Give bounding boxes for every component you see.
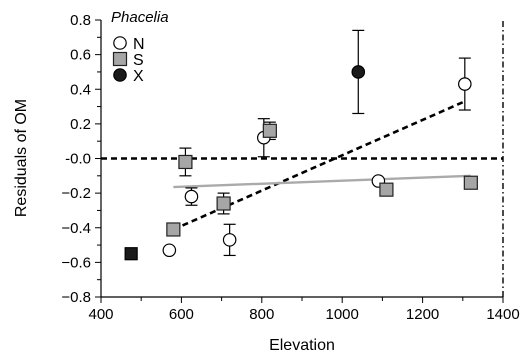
legend: Phacelia NSX	[111, 9, 169, 85]
x-tick-label: 400	[88, 306, 113, 323]
y-tick-label: −0.2	[61, 185, 91, 202]
y-tick-label: 0.6	[70, 47, 91, 64]
point-s	[178, 154, 193, 170]
y-tick-label: -0.0	[65, 151, 91, 168]
x-ticks: 400 600 800 1000 1200 1400	[88, 297, 520, 323]
y-axis-title: Residuals of OM	[13, 99, 30, 217]
point-s	[262, 123, 277, 138]
y-tick-label: −0.6	[61, 254, 91, 271]
x-axis-title: Elevation	[269, 337, 335, 354]
reference-lines	[101, 20, 504, 297]
y-tick-label: 0.8	[70, 12, 91, 29]
point-n	[162, 243, 177, 258]
point-n	[458, 77, 472, 91]
legend-label-n: N	[133, 36, 145, 53]
y-ticks: −0.8 −0.6 −0.4 −0.2 -0.0 0.2 0.4 0.6 0.8	[61, 12, 101, 306]
y-tick-label: 0.2	[70, 116, 91, 133]
legend-title: Phacelia	[111, 9, 169, 26]
error-bars	[179, 29, 471, 257]
point-n	[184, 189, 199, 204]
y-tick-label: 0.4	[70, 81, 91, 98]
y-tick-label: −0.4	[61, 220, 91, 237]
point-n	[222, 233, 237, 247]
legend-marker-s	[112, 51, 128, 67]
x-tick-label: 800	[249, 306, 274, 323]
x-tick-label: 600	[169, 306, 194, 323]
data-points	[124, 65, 478, 261]
legend-marker-x	[113, 68, 127, 82]
legend-label-x: X	[133, 68, 144, 85]
legend-label-s: S	[133, 52, 144, 69]
point-x	[351, 65, 366, 79]
x-tick-label: 1400	[486, 306, 519, 323]
legend-marker-n	[113, 36, 127, 50]
point-s	[379, 182, 394, 197]
point-x	[124, 247, 138, 261]
point-s	[216, 196, 231, 211]
y-tick-label: −0.8	[61, 289, 91, 306]
point-s	[166, 222, 181, 237]
fit-line-s	[173, 174, 471, 189]
x-tick-label: 1200	[406, 306, 439, 323]
point-s	[463, 175, 478, 190]
x-tick-label: 1000	[326, 306, 359, 323]
